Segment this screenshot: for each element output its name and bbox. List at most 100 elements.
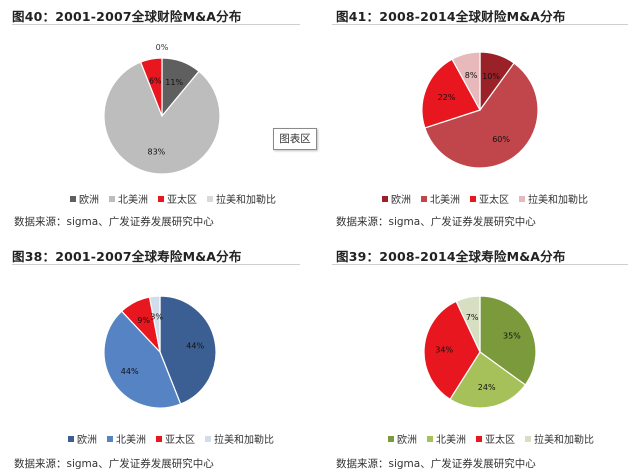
title-rule	[332, 264, 628, 265]
legend-label: 拉美和加勒比	[216, 195, 276, 206]
data-label: 9%	[137, 316, 150, 325]
legend-swatch	[158, 195, 164, 202]
legend-label: 亚太区	[485, 435, 515, 446]
legend-item: 拉美和加勒比	[207, 191, 276, 206]
data-label: 34%	[435, 346, 453, 355]
data-label: 35%	[503, 332, 521, 341]
legend-swatch	[519, 195, 525, 202]
pie-slice	[421, 58, 481, 129]
legend-item: 欧洲	[382, 191, 411, 206]
chart-title: 图39：2008-2014全球寿险M&A分布	[336, 249, 566, 264]
legend-item: 亚太区	[156, 431, 195, 446]
data-label: 60%	[492, 135, 510, 144]
legend-swatch	[421, 195, 427, 202]
data-label: 24%	[478, 383, 496, 392]
pie-slice	[424, 62, 539, 169]
legend-label: 亚太区	[165, 435, 195, 446]
legend-item: 北美洲	[107, 431, 146, 446]
title-rule	[12, 264, 300, 265]
legend-swatch	[470, 195, 476, 202]
pie-slice	[103, 61, 221, 175]
legend-swatch	[68, 435, 74, 442]
legend-swatch	[525, 435, 531, 442]
pie-slice	[159, 295, 217, 405]
legend-label: 亚太区	[167, 195, 197, 206]
data-label: 83%	[148, 148, 166, 157]
legend-item: 北美洲	[109, 191, 148, 206]
data-label: 22%	[438, 93, 456, 102]
data-label: 44%	[186, 341, 204, 350]
legend-label: 欧洲	[391, 195, 411, 206]
pie-slice	[103, 310, 182, 409]
legend-item: 亚太区	[158, 191, 197, 206]
pie-chart: 35% 24% 34% 7%	[423, 295, 537, 409]
legend-item: 欧洲	[70, 191, 99, 206]
legend-label: 亚太区	[479, 195, 509, 206]
legend-item: 拉美和加勒比	[525, 431, 594, 446]
pie-chart: 10% 60% 22% 8%	[421, 51, 539, 169]
legend-label: 欧洲	[77, 435, 97, 446]
legend-item: 亚太区	[470, 191, 509, 206]
data-label: 44%	[121, 367, 139, 376]
title-rule	[12, 24, 300, 25]
legend-label: 北美洲	[118, 195, 148, 206]
data-label: 8%	[465, 71, 478, 80]
legend: 欧洲 北美洲 亚太区 拉美和加勒比	[382, 191, 588, 206]
data-label: 3%	[150, 312, 163, 321]
legend-item: 北美洲	[427, 431, 466, 446]
title-rule	[332, 24, 628, 25]
legend-swatch	[205, 435, 211, 442]
legend-swatch	[382, 195, 388, 202]
legend-item: 欧洲	[388, 431, 417, 446]
pie-slice	[148, 295, 161, 353]
legend-label: 北美洲	[116, 435, 146, 446]
source-note: 数据来源：sigma、广发证券发展研究中心	[336, 216, 536, 228]
legend-label: 欧洲	[79, 195, 99, 206]
data-label: 10%	[482, 72, 500, 81]
legend-label: 欧洲	[397, 435, 417, 446]
pie-slice	[455, 295, 481, 353]
pie-slice	[449, 351, 527, 409]
source-note: 数据来源：sigma、广发证券发展研究中心	[14, 216, 214, 228]
legend-item: 拉美和加勒比	[519, 191, 588, 206]
chart-title: 图40：2001-2007全球财险M&A分布	[12, 9, 242, 24]
chart-title: 图38：2001-2007全球寿险M&A分布	[12, 249, 242, 264]
data-label: 11%	[165, 78, 183, 87]
legend-label: 北美洲	[436, 435, 466, 446]
legend-swatch	[107, 435, 113, 442]
legend: 欧洲 北美洲 亚太区 拉美和加勒比	[70, 191, 276, 206]
chart-area-tag[interactable]: 图表区	[273, 128, 317, 150]
pie-chart: 11% 83% 6% 0%	[103, 43, 221, 175]
legend-label: 拉美和加勒比	[214, 435, 274, 446]
legend-item: 欧洲	[68, 431, 97, 446]
legend-item: 亚太区	[476, 431, 515, 446]
legend-swatch	[388, 435, 394, 442]
legend-item: 北美洲	[421, 191, 460, 206]
legend-swatch	[207, 195, 213, 202]
legend: 欧洲 北美洲 亚太区 拉美和加勒比	[388, 431, 594, 446]
data-label: 0%	[156, 43, 169, 52]
chart-area: 44% 44% 9% 3%	[12, 266, 300, 446]
legend-swatch	[156, 435, 162, 442]
pie-slice	[139, 57, 163, 117]
pie-slice	[479, 295, 537, 386]
chart-area: 10% 60% 22% 8%	[332, 26, 628, 206]
source-note: 数据来源：sigma、广发证券发展研究中心	[14, 458, 214, 470]
pie-slice	[451, 51, 481, 111]
legend-swatch	[476, 435, 482, 442]
legend-label: 拉美和加勒比	[528, 195, 588, 206]
data-label: 6%	[149, 77, 162, 86]
chart-title: 图41：2008-2014全球财险M&A分布	[336, 9, 566, 24]
legend-swatch	[427, 435, 433, 442]
chart-area: 35% 24% 34% 7%	[332, 266, 628, 446]
legend-swatch	[70, 195, 76, 202]
pie-chart: 44% 44% 9% 3%	[103, 295, 217, 409]
data-label: 7%	[466, 313, 479, 322]
legend-item: 拉美和加勒比	[205, 431, 274, 446]
source-note: 数据来源：sigma、广发证券发展研究中心	[336, 458, 536, 470]
legend: 欧洲 北美洲 亚太区 拉美和加勒比	[68, 431, 274, 446]
legend-swatch	[109, 195, 115, 202]
chart-area: 11% 83% 6% 0%	[12, 26, 300, 206]
legend-label: 北美洲	[430, 195, 460, 206]
pie-slice	[423, 300, 481, 401]
